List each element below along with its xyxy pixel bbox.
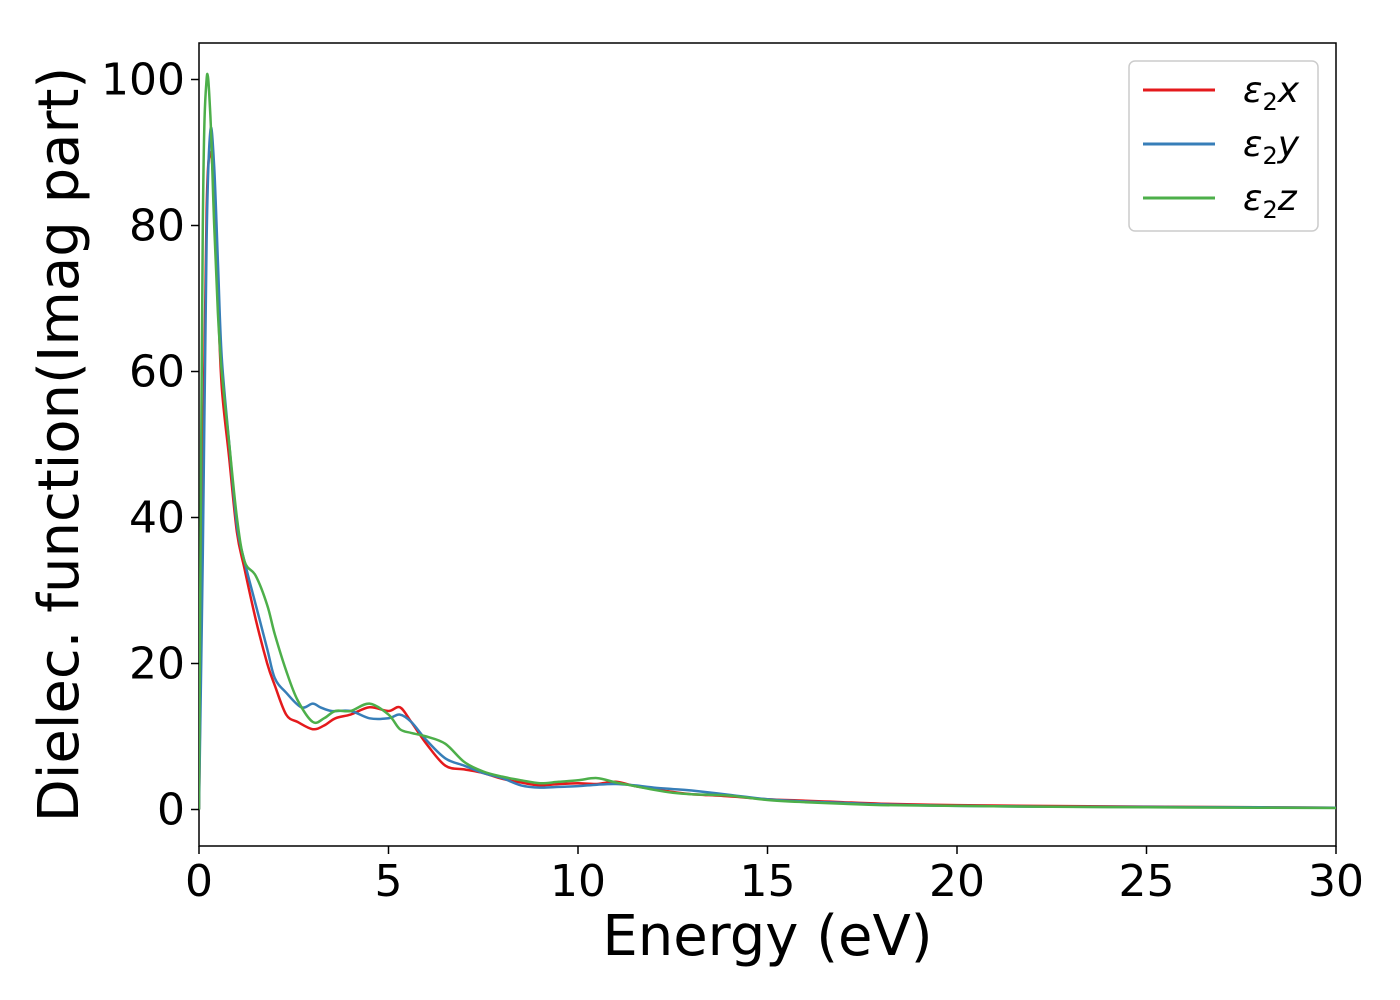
legend-label-0: ε2x	[1243, 70, 1300, 116]
legend: ε2x ε2y ε2z	[1128, 60, 1319, 232]
x-axis-ticks: 0 5 10 15 20 25 30	[185, 846, 1364, 907]
y-tick-label: 20	[129, 639, 185, 690]
y-axis-label: Dielec. function(Imag part)	[27, 67, 92, 823]
series-line-2	[199, 72, 1336, 810]
x-tick-label: 5	[375, 856, 403, 907]
x-tick-label: 25	[1119, 856, 1175, 907]
legend-label-1: ε2y	[1243, 124, 1300, 170]
y-tick-label: 0	[157, 785, 185, 836]
x-tick-label: 15	[740, 856, 796, 907]
x-tick-label: 20	[929, 856, 985, 907]
y-tick-label: 60	[129, 347, 185, 398]
x-tick-label: 0	[185, 856, 213, 907]
y-tick-label: 80	[129, 201, 185, 252]
x-axis-label: Energy (eV)	[602, 904, 932, 969]
legend-label-2: ε2z	[1243, 178, 1298, 224]
series-layer	[199, 72, 1336, 810]
y-tick-label: 40	[129, 493, 185, 544]
y-axis-ticks: 0 20 40 60 80 100	[101, 55, 199, 836]
legend-box	[1128, 60, 1319, 232]
x-tick-label: 10	[550, 856, 606, 907]
y-tick-label: 100	[101, 55, 185, 106]
x-tick-label: 30	[1308, 856, 1364, 907]
series-line-0	[199, 151, 1336, 810]
